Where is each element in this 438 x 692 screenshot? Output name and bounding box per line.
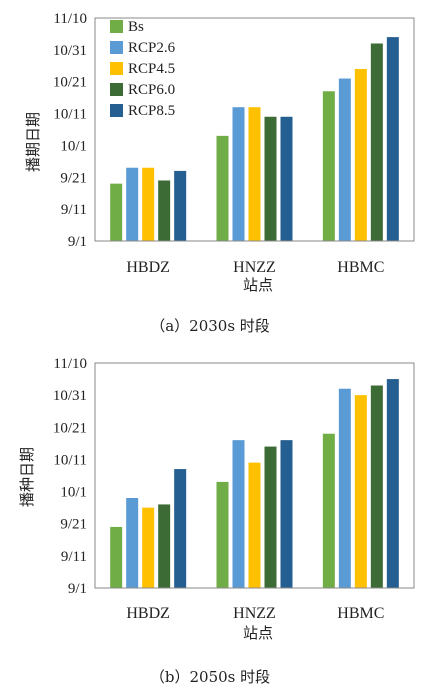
y-tick-label: 10/11 bbox=[53, 107, 87, 123]
y-axis-title-b: 播种日期 bbox=[18, 447, 36, 507]
x-category-label: HBMC bbox=[337, 259, 384, 276]
x-category-label: HBDZ bbox=[126, 605, 170, 622]
bar-RCP26-hbmc bbox=[338, 78, 351, 242]
bar-RCP26-hnzz bbox=[232, 107, 245, 241]
bar-RCP45-hbdz bbox=[142, 507, 155, 588]
x-axis-title-b: 站点 bbox=[243, 624, 273, 642]
x-category-label: HBDZ bbox=[126, 259, 170, 276]
plot-frame bbox=[94, 17, 415, 242]
bar-RCP85-hbmc bbox=[386, 379, 399, 588]
y-tick-label: 10/1 bbox=[60, 138, 87, 154]
bar-RCP85-hbdz bbox=[174, 170, 187, 241]
y-tick-label: 9/21 bbox=[60, 517, 87, 533]
y-tick-label: 10/31 bbox=[53, 388, 87, 404]
x-category-label: HNZZ bbox=[233, 259, 276, 276]
y-tick-label: 10/21 bbox=[53, 420, 87, 436]
bar-Bs-hbdz bbox=[110, 183, 123, 241]
legend-label: RCP8.5 bbox=[128, 103, 175, 119]
y-tick-label: 10/11 bbox=[53, 452, 87, 468]
bar-RCP26-hnzz bbox=[232, 440, 245, 588]
y-tick-label: 9/21 bbox=[60, 170, 87, 186]
bar-RCP60-hbdz bbox=[158, 180, 171, 241]
bar-RCP85-hnzz bbox=[280, 116, 293, 241]
y-tick-label: 11/10 bbox=[53, 11, 87, 27]
bars-a bbox=[110, 37, 399, 242]
legend-swatch bbox=[110, 62, 123, 75]
y-tick-label: 9/1 bbox=[68, 581, 87, 597]
legend-label: RCP6.0 bbox=[128, 82, 175, 98]
legend-label: Bs bbox=[128, 19, 144, 35]
y-axis-title-a: 播期日期 bbox=[24, 112, 42, 172]
y-axis-ticks-b: 9/1 9/11 9/21 10/1 10/11 10/21 10/31 11/10 bbox=[53, 356, 87, 597]
legend-label: RCP4.5 bbox=[128, 61, 175, 77]
bar-RCP45-hnzz bbox=[248, 462, 261, 588]
y-tick-label: 9/11 bbox=[61, 549, 87, 565]
bar-RCP60-hbdz bbox=[158, 504, 171, 588]
x-axis-title-a: 站点 bbox=[243, 276, 273, 294]
bar-RCP85-hbdz bbox=[174, 469, 187, 588]
legend-label: RCP2.6 bbox=[128, 40, 176, 56]
chart-panel-b: 9/1 9/11 9/21 10/1 10/11 10/21 10/31 11/10 HBDZ… bbox=[18, 356, 415, 686]
bar-RCP26-hbdz bbox=[126, 167, 139, 241]
bar-RCP26-hbmc bbox=[338, 388, 351, 588]
y-tick-label: 9/1 bbox=[68, 234, 87, 250]
y-tick-label: 11/10 bbox=[53, 356, 87, 372]
y-tick-label: 9/11 bbox=[61, 202, 87, 218]
chart-panel-a: 9/1 9/11 9/21 10/1 10/11 10/21 10/31 11/10 HBDZ… bbox=[24, 11, 415, 335]
bar-Bs-hbmc bbox=[322, 91, 335, 242]
legend-swatch bbox=[110, 41, 123, 54]
bar-RCP26-hbdz bbox=[126, 498, 139, 588]
x-category-label: HNZZ bbox=[233, 605, 276, 622]
bar-Bs-hnzz bbox=[216, 481, 229, 588]
y-tick-label: 10/1 bbox=[60, 485, 87, 501]
caption-a: （a）2030s 时段 bbox=[150, 317, 270, 335]
y-tick-label: 10/21 bbox=[53, 75, 87, 91]
category-labels-b: HBDZ HNZZ HBMC bbox=[126, 605, 384, 622]
bar-RCP60-hnzz bbox=[264, 446, 277, 588]
bar-RCP85-hnzz bbox=[280, 440, 293, 588]
bar-RCP60-hnzz bbox=[264, 116, 277, 241]
caption-b: （b）2050s 时段 bbox=[150, 668, 270, 686]
y-tick-label: 10/31 bbox=[53, 43, 87, 59]
legend-a: Bs RCP2.6 RCP4.5 RCP6.0 RCP8.5 bbox=[110, 19, 176, 119]
bar-RCP45-hbmc bbox=[354, 68, 367, 241]
bar-Bs-hbmc bbox=[322, 433, 335, 588]
bars-b bbox=[110, 379, 399, 588]
axes-b bbox=[94, 362, 415, 589]
bar-RCP45-hbmc bbox=[354, 395, 367, 588]
bar-RCP60-hbmc bbox=[370, 43, 383, 241]
bar-RCP85-hbmc bbox=[386, 37, 399, 241]
legend-swatch bbox=[110, 83, 123, 96]
bar-Bs-hbdz bbox=[110, 526, 123, 588]
bar-RCP60-hbmc bbox=[370, 385, 383, 588]
bar-RCP45-hbdz bbox=[142, 167, 155, 241]
bar-RCP45-hnzz bbox=[248, 107, 261, 241]
bar-Bs-hnzz bbox=[216, 135, 229, 241]
category-labels-a: HBDZ HNZZ HBMC bbox=[126, 259, 384, 276]
axes-a bbox=[94, 17, 415, 242]
legend-swatch bbox=[110, 104, 123, 117]
x-category-label: HBMC bbox=[337, 605, 384, 622]
plot-frame bbox=[94, 362, 415, 589]
legend-swatch bbox=[110, 20, 123, 33]
y-axis-ticks-a: 9/1 9/11 9/21 10/1 10/11 10/21 10/31 11/10 bbox=[53, 11, 87, 250]
